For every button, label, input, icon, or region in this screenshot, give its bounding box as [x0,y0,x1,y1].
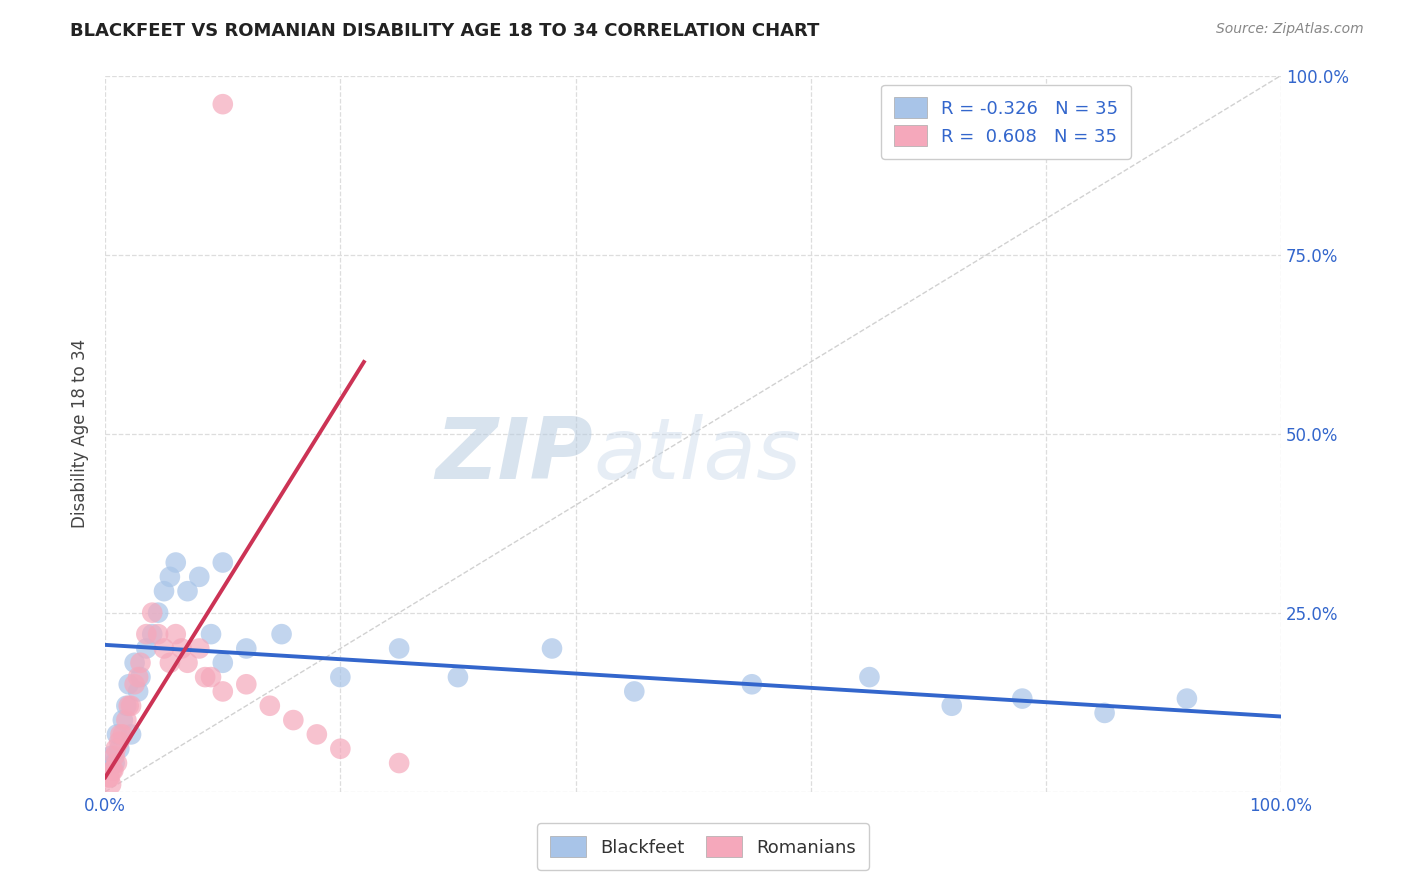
Point [118,698,141,713]
Point [211,684,233,698]
Text: Source: ZipAtlas.com: Source: ZipAtlas.com [1216,22,1364,37]
Point [188,570,211,584]
Point [127,684,149,698]
Point [194,670,217,684]
Point [447,670,470,684]
Point [170,641,193,656]
Point [176,656,198,670]
Point [115,713,138,727]
Point [200,627,222,641]
Point [211,656,233,670]
Point [283,713,305,727]
Point [141,606,163,620]
Y-axis label: Disability Age 18 to 34: Disability Age 18 to 34 [72,339,89,528]
Point [165,627,187,641]
Point [101,763,124,777]
Point [623,684,645,698]
Point [259,698,281,713]
Point [211,97,233,112]
Point [741,677,763,691]
Point [141,627,163,641]
Point [153,584,176,599]
Point [135,641,157,656]
Point [388,641,411,656]
Point [100,778,122,792]
Point [146,627,169,641]
Point [188,641,211,656]
Point [124,656,146,670]
Point [129,656,152,670]
Point [159,656,181,670]
Point [111,713,134,727]
Point [329,741,352,756]
Point [103,763,125,777]
Point [105,727,128,741]
Text: ZIP: ZIP [436,414,593,497]
Point [146,606,169,620]
Point [858,670,880,684]
Point [108,734,131,748]
Point [127,670,149,684]
Point [1011,691,1033,706]
Point [110,727,132,741]
Point [235,641,257,656]
Point [118,677,141,691]
Text: atlas: atlas [593,414,801,497]
Point [104,756,127,770]
Point [200,670,222,684]
Point [120,727,142,741]
Point [111,727,134,741]
Point [105,756,128,770]
Point [305,727,328,741]
Point [98,770,121,784]
Text: BLACKFEET VS ROMANIAN DISABILITY AGE 18 TO 34 CORRELATION CHART: BLACKFEET VS ROMANIAN DISABILITY AGE 18 … [70,22,820,40]
Point [159,570,181,584]
Point [329,670,352,684]
Legend: R = -0.326   N = 35, R =  0.608   N = 35: R = -0.326 N = 35, R = 0.608 N = 35 [882,85,1130,159]
Point [153,641,176,656]
Point [541,641,564,656]
Point [108,741,131,756]
Point [97,770,120,784]
Point [104,741,127,756]
Point [941,698,963,713]
Point [104,748,127,763]
Legend: Blackfeet, Romanians: Blackfeet, Romanians [537,823,869,870]
Point [176,584,198,599]
Point [135,627,157,641]
Point [388,756,411,770]
Point [270,627,292,641]
Point [165,556,187,570]
Point [100,748,122,763]
Point [129,670,152,684]
Point [1175,691,1198,706]
Point [115,698,138,713]
Point [235,677,257,691]
Point [124,677,146,691]
Point [1094,706,1116,720]
Point [120,698,142,713]
Point [211,556,233,570]
